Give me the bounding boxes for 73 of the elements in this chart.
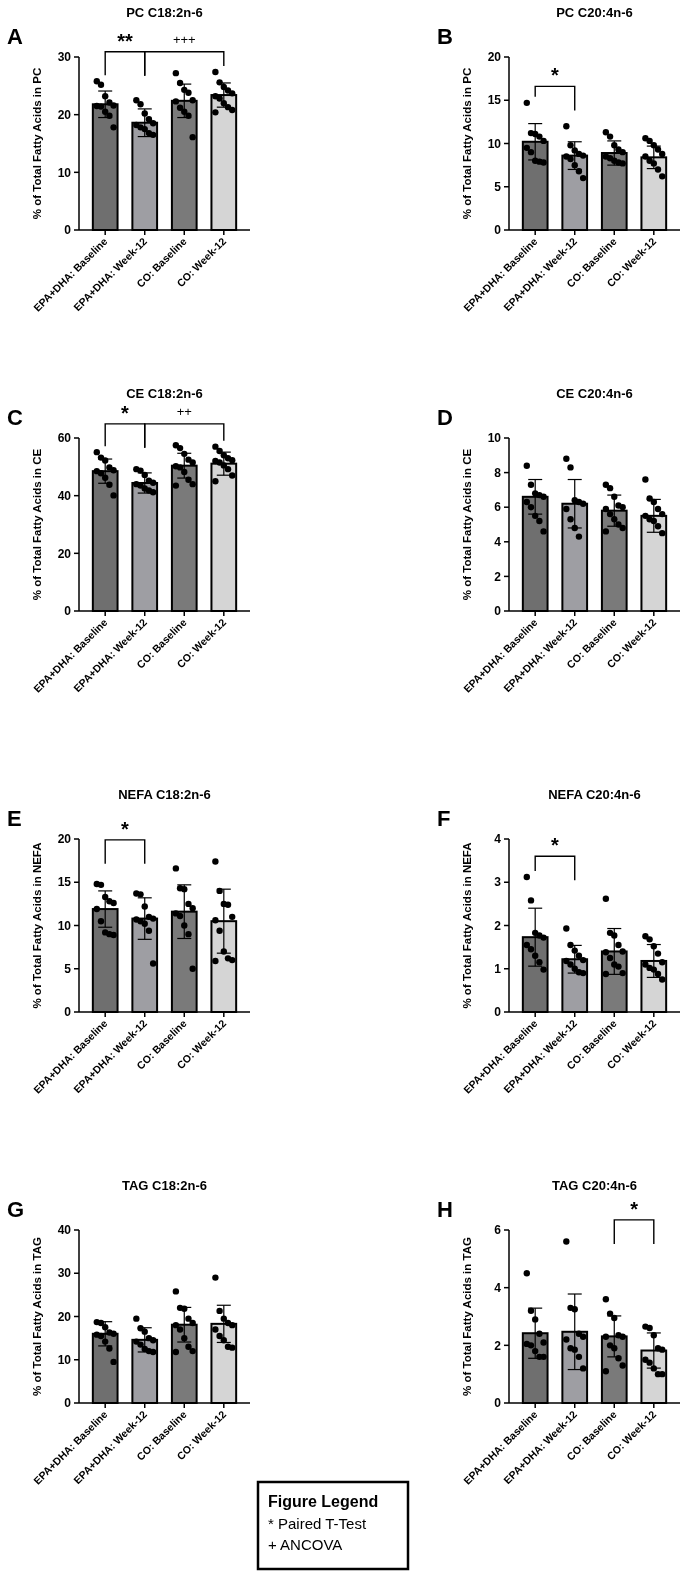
text: ** — [117, 29, 133, 52]
y-axis-title: % of Total Fatty Acids in PC — [31, 67, 43, 220]
y-tick-label: 1 — [494, 961, 502, 976]
annotation: * — [551, 64, 560, 87]
y-tick-label: 0 — [494, 1396, 502, 1411]
text: ++ — [176, 403, 192, 419]
y-tick-label: 4 — [494, 832, 502, 847]
y-tick-label: 0 — [494, 604, 502, 619]
y-tick-label: 20 — [57, 1309, 72, 1324]
y-axis-title: % of Total Fatty Acids in CE — [461, 448, 473, 601]
text: C — [7, 405, 23, 430]
chart-title: PC C18:2n-6 — [126, 5, 203, 20]
y-tick-label: 5 — [64, 961, 72, 976]
y-tick-label: 2 — [494, 1338, 502, 1353]
chart-title: TAG C18:2n-6 — [122, 1178, 207, 1193]
chart-title: NEFA C18:2n-6 — [118, 787, 211, 802]
y-tick-label: 0 — [494, 1005, 502, 1020]
y-tick-label: 0 — [64, 604, 72, 619]
y-tick-label: 8 — [494, 465, 502, 480]
y-tick-label: 20 — [57, 832, 72, 847]
y-tick-label: 15 — [487, 93, 502, 108]
y-tick-label: 6 — [494, 500, 502, 515]
text: * — [630, 1197, 639, 1220]
y-tick-label: 5 — [494, 179, 502, 194]
y-tick-label: 0 — [64, 1005, 72, 1020]
y-tick-label: 0 — [64, 1396, 72, 1411]
text: H — [437, 1197, 453, 1222]
text: B — [437, 24, 453, 49]
y-tick-label: 10 — [57, 918, 72, 933]
y-tick-label: 40 — [57, 1223, 72, 1238]
text: A — [7, 24, 23, 49]
y-axis-title: % of Total Fatty Acids in NEFA — [31, 842, 43, 1009]
y-tick-label: 20 — [57, 107, 72, 122]
text: E — [7, 806, 22, 831]
y-tick-label: 20 — [57, 546, 72, 561]
chart-title: TAG C20:4n-6 — [552, 1178, 637, 1193]
text: + ANCOVA — [268, 1536, 343, 1553]
y-axis-title: % of Total Fatty Acids in CE — [31, 448, 43, 601]
y-tick-label: 10 — [487, 431, 502, 446]
y-tick-label: 15 — [57, 875, 72, 890]
annotation: * — [551, 834, 560, 857]
text: * Paired T-Test — [268, 1515, 367, 1532]
y-tick-label: 60 — [57, 431, 72, 446]
y-tick-label: 30 — [57, 1266, 72, 1281]
y-tick-label: 10 — [57, 1352, 72, 1367]
y-tick-label: 4 — [494, 535, 502, 549]
text: D — [437, 405, 453, 430]
chart-title: PC C20:4n-6 — [556, 5, 633, 20]
chart-title: CE C18:2n-6 — [126, 386, 203, 401]
y-tick-label: 40 — [57, 488, 72, 503]
y-axis-title: % of Total Fatty Acids in TAG — [461, 1237, 473, 1396]
y-tick-label: 4 — [494, 1280, 502, 1295]
y-tick-label: 0 — [494, 223, 502, 238]
y-tick-label: 3 — [494, 875, 502, 890]
y-tick-label: 20 — [487, 50, 502, 65]
text: F — [437, 806, 451, 831]
y-tick-label: 10 — [57, 165, 72, 180]
y-tick-label: 30 — [57, 50, 72, 65]
annotation: * — [121, 817, 130, 840]
text: Figure Legend — [268, 1493, 379, 1510]
y-axis-title: % of Total Fatty Acids in TAG — [31, 1237, 43, 1396]
chart-title: NEFA C20:4n-6 — [548, 787, 641, 802]
y-axis-title: % of Total Fatty Acids in PC — [461, 67, 473, 220]
chart-title: CE C20:4n-6 — [556, 386, 633, 401]
y-tick-label: 2 — [494, 918, 502, 933]
y-axis-title: % of Total Fatty Acids in NEFA — [461, 842, 473, 1009]
y-tick-label: 0 — [64, 223, 72, 238]
y-tick-label: 6 — [494, 1223, 502, 1238]
text: G — [7, 1197, 25, 1222]
text: +++ — [172, 31, 196, 47]
y-tick-label: 2 — [494, 569, 502, 584]
y-tick-label: 10 — [487, 136, 502, 151]
text: * — [121, 401, 130, 424]
